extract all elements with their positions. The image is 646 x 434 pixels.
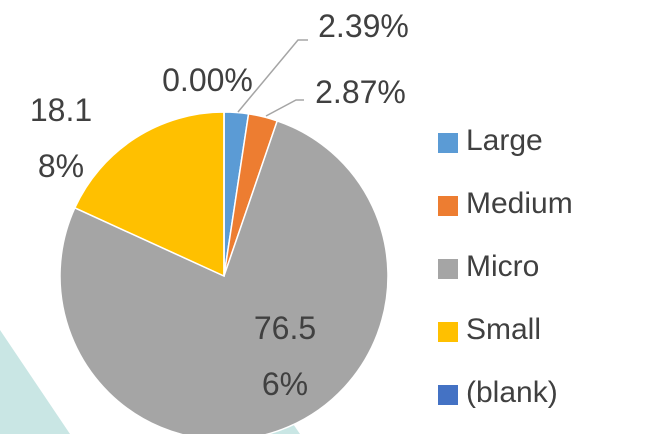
pie-slice	[73, 111, 225, 278]
legend-label: Large	[466, 124, 543, 157]
legend-label: Small	[466, 313, 542, 346]
background-shape	[0, 330, 70, 434]
legend-swatch	[438, 133, 458, 153]
legend-swatch	[438, 322, 458, 342]
data-label: 2.87%	[315, 74, 406, 110]
leader-line	[265, 99, 304, 117]
data-label: 18.18%	[29, 92, 93, 184]
leader-line	[237, 39, 308, 113]
data-label: 0.00%	[162, 62, 253, 98]
legend-label: Micro	[466, 250, 540, 283]
pie-slice	[59, 119, 389, 434]
legend-label: (blank)	[466, 376, 558, 409]
data-label: 2.39%	[318, 8, 409, 44]
data-label: 76.56%	[253, 310, 317, 402]
legend-swatch	[438, 385, 458, 405]
legend-label: Medium	[466, 187, 573, 220]
legend-swatch	[438, 196, 458, 216]
legend-swatch	[438, 259, 458, 279]
